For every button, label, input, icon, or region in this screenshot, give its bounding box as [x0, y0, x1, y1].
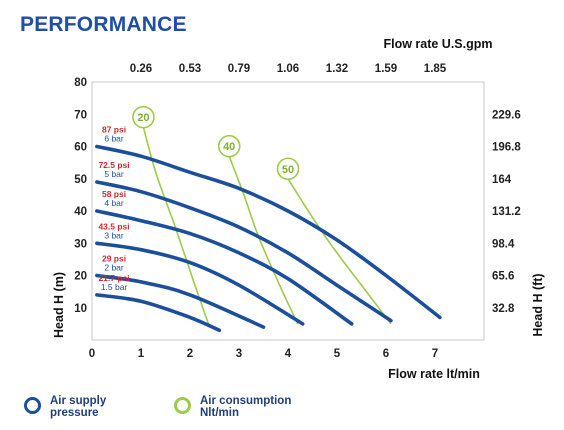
- pressure-psi-label: 72.5 psi: [98, 160, 129, 170]
- x-tick-label: 2: [187, 348, 193, 360]
- left-axis-label: Head H (m): [52, 272, 66, 338]
- right-tick-label: 131.2: [492, 206, 521, 218]
- legend-consumption: Air consumption Nlt/min: [174, 395, 291, 419]
- legend-pressure: Air supply pressure: [24, 395, 106, 419]
- pressure-curve: [95, 241, 305, 326]
- pressure-bar-label: 3 bar: [104, 230, 124, 240]
- pressure-bar-label: 1.5 bar: [101, 282, 128, 292]
- legend-consumption-label: Air consumption Nlt/min: [200, 395, 292, 419]
- right-axis-label: Head H (ft): [531, 273, 545, 336]
- right-tick-label: 164: [492, 174, 512, 186]
- pressure-psi-label: 29 psi: [102, 254, 126, 264]
- pressure-curve: [95, 273, 266, 329]
- consumption-badge-20: [132, 105, 155, 129]
- consumption-label-40: 40: [223, 141, 235, 153]
- y-tick-label: 30: [74, 238, 87, 250]
- pressure-psi-label: 43.5 psi: [98, 221, 129, 231]
- y-tick-label: 70: [74, 109, 87, 121]
- y-tick-label: 20: [74, 271, 87, 283]
- top-tick-label: 1.32: [326, 63, 348, 75]
- right-tick-label: 229.6: [492, 109, 521, 121]
- right-tick-label: 196.8: [492, 142, 521, 154]
- consumption-badge-50: [276, 157, 300, 181]
- top-axis-label: Flow rate U.S.gpm: [383, 37, 492, 51]
- x-tick-label: 4: [285, 348, 292, 360]
- pressure-curve: [95, 209, 354, 326]
- x-tick-label: 0: [89, 348, 95, 360]
- x-tick-label: 6: [383, 348, 389, 360]
- consumption-label-20: 20: [137, 112, 149, 124]
- blue-ring-icon: [24, 397, 41, 414]
- x-tick-label: 3: [236, 348, 242, 360]
- y-tick-label: 50: [74, 174, 87, 186]
- x-tick-label: 7: [432, 348, 438, 360]
- right-tick-label: 65.6: [492, 271, 514, 283]
- x-tick-label: 1: [138, 348, 145, 360]
- top-tick-label: 1.06: [277, 63, 299, 75]
- y-tick-label: 10: [74, 303, 87, 315]
- pressure-bar-label: 5 bar: [104, 169, 124, 179]
- top-tick-label: 1.85: [424, 63, 447, 75]
- pressure-psi-label: 21.7 psi: [98, 273, 129, 283]
- right-tick-label: 98.4: [492, 238, 515, 250]
- top-tick-label: 1.59: [375, 63, 397, 75]
- top-tick-label: 0.79: [228, 63, 250, 75]
- legend-pressure-label: Air supply pressure: [50, 395, 107, 419]
- pressure-bar-label: 6 bar: [104, 134, 124, 144]
- pressure-psi-label: 58 psi: [102, 189, 126, 199]
- pressure-bar-label: 4 bar: [104, 198, 124, 208]
- y-tick-label: 40: [74, 206, 87, 218]
- bottom-axis-label: Flow rate lt/min: [388, 367, 480, 381]
- pressure-curve: [95, 180, 393, 323]
- y-tick-label: 80: [74, 77, 87, 89]
- x-tick-label: 5: [334, 348, 341, 360]
- page-title: PERFORMANCE: [20, 13, 187, 36]
- y-tick-label: 60: [74, 142, 87, 154]
- top-tick-label: 0.26: [130, 63, 152, 75]
- top-tick-label: 0.53: [179, 63, 201, 75]
- pressure-curve: [95, 293, 222, 333]
- right-tick-label: 32.8: [492, 303, 515, 315]
- pressure-curve: [95, 144, 442, 320]
- consumption-badge-40: [217, 134, 241, 158]
- pressure-bar-label: 2 bar: [104, 263, 124, 273]
- green-ring-icon: [174, 397, 191, 414]
- consumption-label-50: 50: [282, 164, 294, 176]
- consumption-curve-50: [287, 178, 392, 325]
- pressure-psi-label: 87 psi: [102, 125, 126, 135]
